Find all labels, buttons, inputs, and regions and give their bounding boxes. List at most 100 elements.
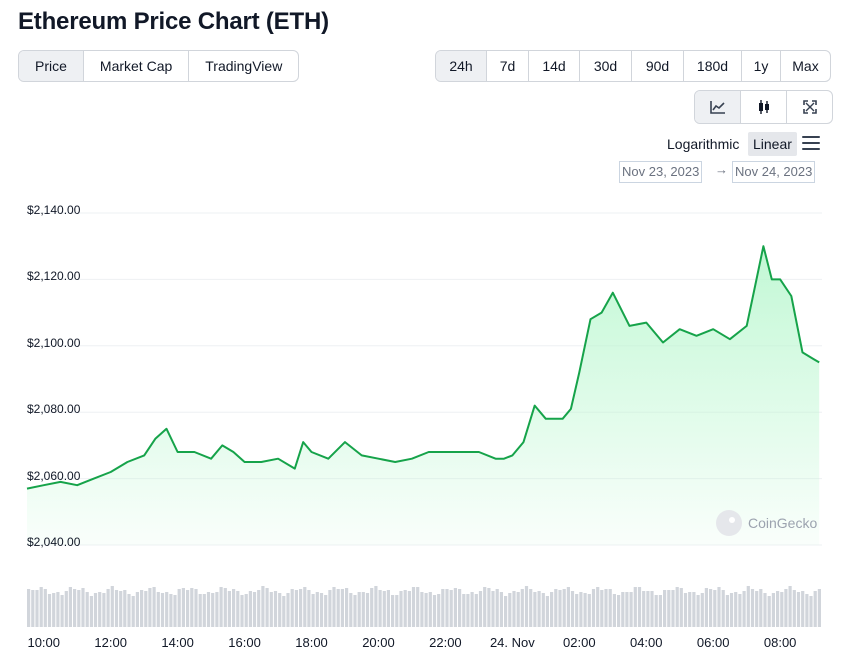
volume-bar bbox=[524, 586, 529, 627]
volume-bar bbox=[466, 594, 470, 627]
volume-bar bbox=[152, 587, 156, 627]
volume-bar bbox=[458, 589, 462, 627]
volume-bar bbox=[755, 591, 759, 627]
x-tick-label: 08:00 bbox=[763, 635, 797, 650]
volume-bar bbox=[604, 589, 608, 627]
volume-bar bbox=[570, 591, 575, 627]
range-30d[interactable]: 30d bbox=[580, 51, 632, 81]
volume-bar bbox=[156, 592, 160, 627]
volume-bar bbox=[85, 592, 89, 627]
range-1y[interactable]: 1y bbox=[742, 51, 781, 81]
range-24h[interactable]: 24h bbox=[436, 51, 487, 81]
volume-bar bbox=[81, 588, 85, 627]
tab-price[interactable]: Price bbox=[19, 51, 84, 81]
volume-bar bbox=[562, 589, 566, 627]
volume-bar bbox=[248, 591, 252, 627]
volume-bar bbox=[135, 592, 139, 627]
volume-bar bbox=[89, 596, 93, 627]
range-14d[interactable]: 14d bbox=[529, 51, 580, 81]
volume-bar bbox=[39, 587, 43, 627]
volume-bar bbox=[625, 592, 629, 627]
volume-bar bbox=[219, 587, 223, 627]
date-from-input[interactable]: Nov 23, 2023 bbox=[619, 161, 703, 183]
volume-bar bbox=[541, 593, 545, 627]
volume-bar bbox=[123, 590, 127, 627]
volume-bar bbox=[424, 593, 428, 627]
volume-bar bbox=[206, 592, 211, 627]
volume-bar bbox=[73, 589, 77, 627]
volume-bar bbox=[512, 591, 516, 627]
volume-bar bbox=[441, 589, 445, 627]
volume-bar bbox=[273, 591, 278, 627]
volume-bar bbox=[181, 588, 185, 627]
volume-bar bbox=[575, 594, 579, 627]
volume-bar bbox=[583, 593, 587, 627]
volume-bar bbox=[449, 590, 453, 627]
volume-bar bbox=[713, 590, 717, 627]
volume-bar bbox=[801, 591, 805, 627]
volume-bar bbox=[311, 594, 315, 627]
line-chart-icon bbox=[709, 101, 725, 114]
volume-bar bbox=[445, 589, 449, 627]
hamburger-menu-icon[interactable] bbox=[802, 136, 820, 150]
volume-bar bbox=[729, 593, 734, 627]
volume-bar bbox=[483, 587, 487, 627]
watermark-text: CoinGecko bbox=[748, 515, 818, 531]
volume-bar bbox=[190, 588, 194, 627]
volume-bar bbox=[767, 596, 771, 627]
range-7d[interactable]: 7d bbox=[487, 51, 529, 81]
range-max[interactable]: Max bbox=[792, 58, 819, 74]
volume-bar bbox=[294, 590, 298, 627]
volume-bar bbox=[407, 591, 411, 627]
linear-scale-button[interactable]: Linear bbox=[748, 132, 797, 156]
volume-bar bbox=[725, 595, 729, 627]
volume-bar bbox=[416, 587, 420, 627]
x-tick-label: 22:00 bbox=[429, 635, 462, 650]
volume-bar bbox=[817, 589, 821, 627]
volume-bar bbox=[131, 596, 135, 627]
volume-bar bbox=[537, 591, 541, 627]
date-to-input[interactable]: Nov 24, 2023 bbox=[732, 161, 816, 183]
candlestick-button[interactable] bbox=[741, 91, 787, 123]
range-180d[interactable]: 180d bbox=[684, 51, 742, 81]
volume-bar bbox=[504, 596, 508, 627]
volume-bar bbox=[738, 594, 742, 627]
volume-bar bbox=[56, 592, 60, 627]
volume-bar bbox=[77, 590, 81, 627]
volume-bar bbox=[202, 594, 206, 627]
range-90d[interactable]: 90d bbox=[632, 51, 684, 81]
logarithmic-scale-button[interactable]: Logarithmic bbox=[667, 136, 740, 152]
x-tick-label: 06:00 bbox=[696, 635, 730, 650]
x-tick-label: 04:00 bbox=[629, 635, 663, 650]
x-tick-label: 14:00 bbox=[161, 635, 194, 650]
volume-bar bbox=[658, 595, 662, 627]
volume-bar bbox=[667, 590, 671, 627]
volume-bar bbox=[462, 594, 466, 627]
coingecko-watermark: CoinGecko bbox=[716, 510, 817, 536]
volume-bar bbox=[252, 592, 257, 627]
volume-bar bbox=[587, 594, 591, 627]
y-tick-label: $2,080.00 bbox=[27, 402, 81, 417]
volume-bar bbox=[60, 595, 64, 627]
volume-bar bbox=[261, 586, 265, 627]
volume-bar bbox=[340, 589, 344, 627]
volume-bar bbox=[612, 594, 616, 627]
tab-market-cap[interactable]: Market Cap bbox=[84, 51, 190, 81]
volume-bar bbox=[621, 592, 625, 627]
volume-bar bbox=[290, 589, 294, 627]
volume-bar bbox=[236, 591, 240, 627]
volume-bar bbox=[696, 595, 700, 627]
volume-bar bbox=[742, 591, 746, 627]
volume-bar bbox=[499, 592, 503, 627]
volume-bar bbox=[386, 590, 390, 627]
volume-bar bbox=[319, 593, 324, 627]
volume-bar bbox=[529, 589, 533, 627]
line-chart-button[interactable] bbox=[695, 91, 741, 123]
x-tick-label: 16:00 bbox=[228, 635, 261, 650]
volume-bar bbox=[169, 594, 173, 627]
tab-tradingview[interactable]: TradingView bbox=[205, 58, 283, 74]
volume-bar bbox=[43, 589, 47, 627]
y-tick-label: $2,120.00 bbox=[27, 269, 81, 284]
fullscreen-button[interactable] bbox=[787, 91, 832, 123]
